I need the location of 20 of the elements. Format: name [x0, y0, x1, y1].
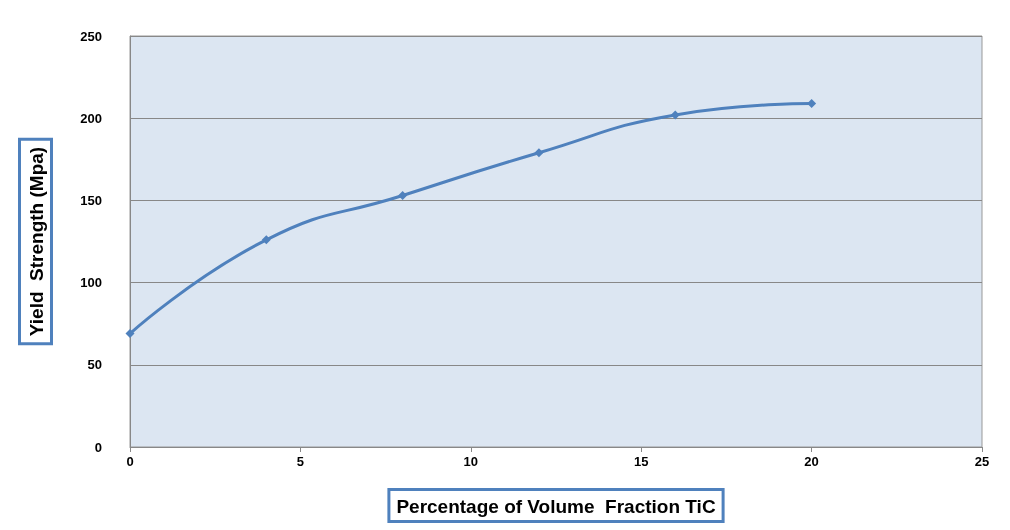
y-tick-label: 250 — [80, 28, 102, 44]
point — [261, 235, 271, 245]
y-tick-label: 200 — [80, 110, 102, 126]
x-tick-label: 10 — [463, 454, 479, 469]
point — [534, 148, 544, 158]
y-tick-label: 100 — [80, 275, 102, 291]
x-axis-title: Percentage of Volume Fraction TiC — [396, 496, 716, 517]
x-tick-label: 25 — [974, 454, 990, 469]
x-tick-label: 5 — [296, 454, 305, 469]
point — [398, 190, 408, 200]
y-tick-label: 50 — [87, 357, 102, 373]
y-tick-label: 0 — [94, 439, 102, 455]
y-axis-title: Yield Strength (Mpa) — [26, 146, 47, 337]
point — [125, 329, 135, 339]
point — [807, 98, 817, 108]
y-tick-label: 150 — [80, 192, 102, 208]
x-tick-label: 0 — [126, 454, 134, 469]
point — [670, 110, 680, 120]
x-tick-label: 20 — [804, 454, 819, 469]
x-tick-label: 15 — [633, 454, 649, 469]
